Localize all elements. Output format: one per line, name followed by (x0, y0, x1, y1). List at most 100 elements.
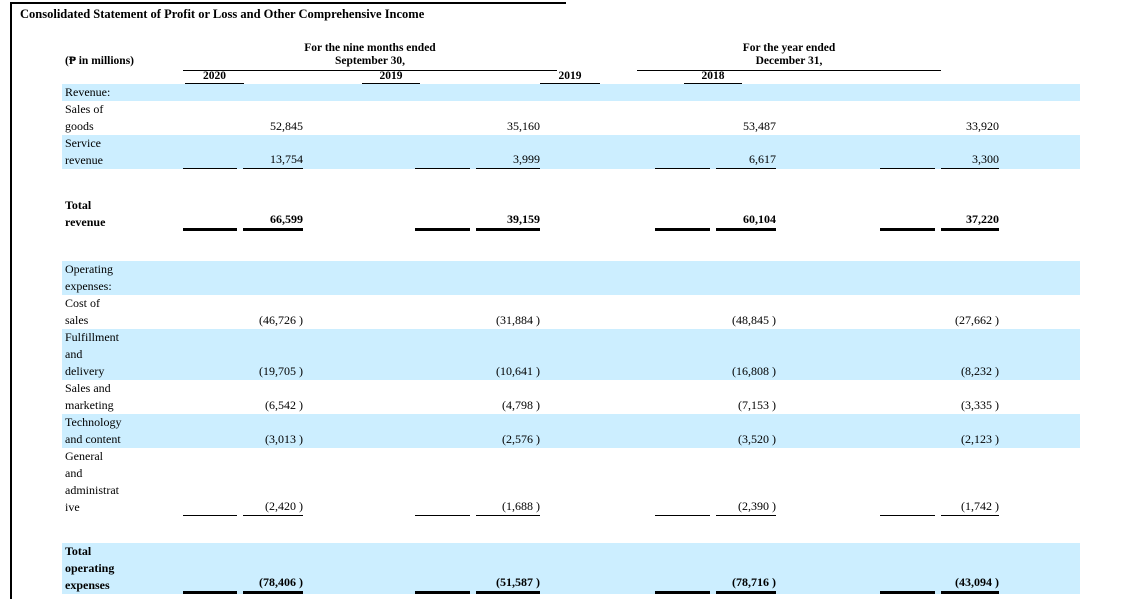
cell-value: (16,808 ) (732, 364, 776, 378)
cell-value: (46,726 ) (259, 313, 303, 327)
cell-spacer (880, 574, 935, 594)
cell-value: 3,300 (941, 151, 999, 169)
cell-spacer (183, 498, 237, 516)
cell-value: (3,013 ) (265, 432, 303, 446)
column-group-title-line2: December 31, (755, 55, 823, 67)
cell-value: (19,705 ) (259, 364, 303, 378)
cell-value: 13,754 (243, 151, 303, 169)
cell-value: (51,587 ) (476, 574, 540, 594)
cell-value: (6,542 ) (265, 398, 303, 412)
cell-spacer (880, 118, 935, 135)
cell-value: 6,617 (716, 151, 776, 169)
cell-spacer (655, 363, 710, 380)
cell-spacer (655, 211, 710, 231)
year-header-2019-nine-months: 2019 (362, 70, 420, 84)
cell-value: 60,104 (716, 211, 776, 231)
cell-value: 37,220 (941, 211, 999, 231)
cell-spacer (880, 211, 935, 231)
cell-value: (8,232 ) (961, 364, 999, 378)
table-row: General and administrat ive (2,420 ) (1,68… (62, 448, 1080, 516)
page-border-left (10, 2, 12, 599)
cell-value: 52,845 (270, 119, 303, 133)
cell-spacer (415, 498, 470, 516)
cell-spacer (655, 397, 710, 414)
row-label: Operating expenses: (65, 262, 113, 293)
cell-value: (2,576 ) (502, 432, 540, 446)
cell-spacer (880, 312, 935, 329)
cell-value: (48,845 ) (732, 313, 776, 327)
cell-value: (7,153 ) (738, 398, 776, 412)
table-spacer-row (62, 231, 1080, 261)
column-group-title-line1: For the year ended (742, 42, 836, 54)
cell-value: 39,159 (476, 211, 540, 231)
row-label: Total revenue (65, 198, 106, 229)
cell-spacer (415, 574, 470, 594)
cell-spacer (415, 363, 470, 380)
row-label: General and administrat ive (65, 449, 119, 514)
cell-value: (2,123 ) (961, 432, 999, 446)
year-header-2020: 2020 (185, 70, 244, 84)
cell-value: (31,884 ) (496, 313, 540, 327)
cell-spacer (880, 431, 935, 448)
cell-spacer (183, 312, 237, 329)
table-row: Total revenue 66,599 39,159 60,104 37,220 (62, 197, 1080, 231)
table-row: Fulfillment and delivery (19,705 ) (10,641… (62, 329, 1080, 380)
cell-spacer (655, 574, 710, 594)
cell-spacer (880, 151, 935, 169)
cell-spacer (415, 312, 470, 329)
statement-title: Consolidated Statement of Profit or Loss… (20, 7, 425, 21)
table-row: Technology and content (3,013 ) (2,576 ) (3… (62, 414, 1080, 448)
cell-value: (78,716 ) (716, 574, 776, 594)
table-row: Total operating expenses (78,406 ) (51,587… (62, 543, 1080, 594)
table-row: Sales of goods 52,845 35,160 53,487 33,920 (62, 101, 1080, 135)
row-label: Technology and content (65, 415, 122, 446)
cell-value: (2,420 ) (243, 498, 303, 516)
cell-value: (3,520 ) (738, 432, 776, 446)
cell-spacer (183, 118, 237, 135)
cell-value: 3,999 (476, 151, 540, 169)
cell-spacer (655, 431, 710, 448)
row-label: Sales of goods (65, 102, 104, 133)
cell-value: 53,487 (743, 119, 776, 133)
row-label: Fulfillment and delivery (65, 330, 119, 378)
cell-value: 33,920 (966, 119, 999, 133)
table-spacer-row (62, 516, 1080, 543)
cell-value: (1,742 ) (941, 498, 999, 516)
cell-spacer (880, 397, 935, 414)
table-spacer-row (62, 169, 1080, 197)
row-label: Revenue: (65, 85, 111, 99)
cell-spacer (655, 118, 710, 135)
cell-spacer (183, 363, 237, 380)
cell-value: (2,390 ) (716, 498, 776, 516)
cell-value: 35,160 (507, 119, 540, 133)
cell-value: (27,662 ) (955, 313, 999, 327)
table-row: Operating expenses: (62, 261, 1080, 295)
cell-spacer (415, 211, 470, 231)
table-row: Revenue: (62, 84, 1080, 101)
cell-value: 66,599 (243, 211, 303, 231)
cell-spacer (183, 151, 237, 169)
cell-spacer (415, 118, 470, 135)
table-row: Service revenue 13,754 3,999 6,617 3,300 (62, 135, 1080, 169)
year-header-2018: 2018 (684, 70, 742, 84)
row-label: Service revenue (65, 136, 103, 167)
cell-value: (4,798 ) (502, 398, 540, 412)
cell-spacer (655, 151, 710, 169)
cell-spacer (655, 498, 710, 516)
column-group-title-line2: September 30, (334, 55, 406, 67)
column-group-year-ended: For the year ended December 31, (637, 42, 941, 71)
cell-value: (43,094 ) (941, 574, 999, 594)
statement-table-body: Revenue: Sales of goods 52,845 35,160 53,487… (62, 84, 1080, 594)
year-header-2019: 2019 (540, 70, 600, 84)
cell-value: (3,335 ) (961, 398, 999, 412)
cell-value: (10,641 ) (496, 364, 540, 378)
cell-value: (1,688 ) (476, 498, 540, 516)
cell-spacer (415, 151, 470, 169)
cell-spacer (183, 574, 237, 594)
currency-unit-label: (₱ in millions) (65, 55, 135, 67)
column-group-nine-months-ended: For the nine months ended September 30, (183, 42, 557, 71)
cell-spacer (415, 431, 470, 448)
cell-spacer (183, 211, 237, 231)
cell-spacer (880, 498, 935, 516)
